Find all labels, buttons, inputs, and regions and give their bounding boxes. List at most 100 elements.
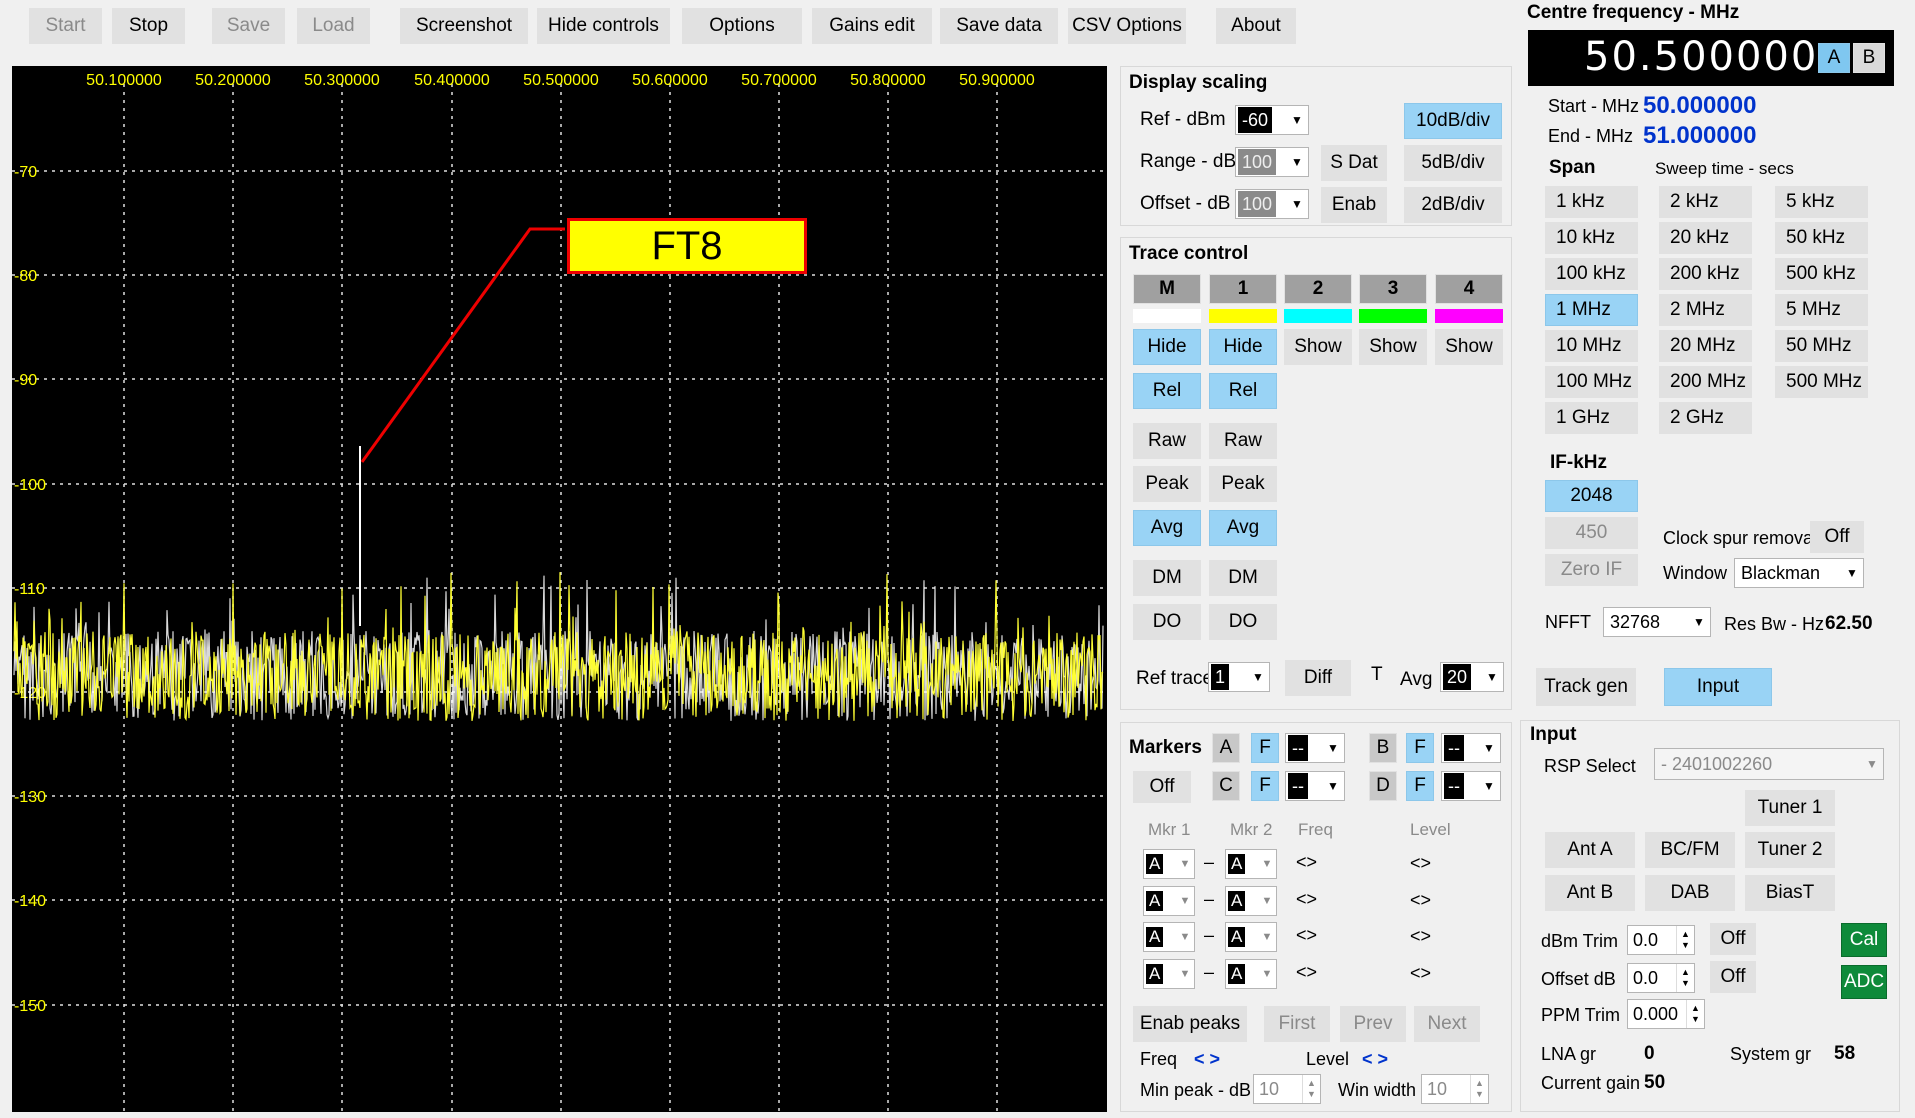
marker-b-select[interactable]: -- ▼ — [1441, 733, 1501, 763]
trace-header-4[interactable]: 4 — [1435, 274, 1503, 304]
stop-button[interactable]: Stop — [112, 8, 185, 44]
span-1-ghz-button[interactable]: 1 GHz — [1545, 402, 1638, 434]
range-db-select[interactable]: 100 ▼ — [1235, 147, 1309, 177]
window-select[interactable]: Blackman ▼ — [1734, 558, 1864, 588]
vfo-b-button[interactable]: B — [1853, 43, 1885, 73]
trace-header-3[interactable]: 3 — [1359, 274, 1427, 304]
marker-a-select[interactable]: -- ▼ — [1285, 733, 1345, 763]
diff-button[interactable]: Diff — [1285, 660, 1351, 696]
trace-m-rel-button[interactable]: Rel — [1133, 373, 1201, 409]
ref-dbm-select[interactable]: -60 ▼ — [1235, 105, 1309, 135]
spin-arrows-icon[interactable]: ▲ ▼ — [1470, 1075, 1488, 1103]
marker-row-0-mkr2-select[interactable]: A ▼ — [1225, 849, 1277, 879]
prev-button[interactable]: Prev — [1340, 1006, 1406, 1042]
ref-trace-select[interactable]: 1 ▼ — [1208, 662, 1270, 692]
about-button[interactable]: About — [1216, 8, 1296, 44]
peak-freq-nav[interactable]: < > — [1194, 1049, 1220, 1070]
if-2048-button[interactable]: 2048 — [1545, 480, 1638, 512]
s-dat-button[interactable]: S Dat — [1321, 145, 1387, 181]
trace-m-avg-button[interactable]: Avg — [1133, 510, 1201, 546]
centre-frequency-value[interactable]: 50.500000 — [1584, 34, 1818, 80]
avg-count-select[interactable]: 20 ▼ — [1440, 662, 1504, 692]
tab-input[interactable]: Input — [1664, 668, 1772, 706]
span-10-mhz-button[interactable]: 10 MHz — [1545, 330, 1638, 362]
biast-button[interactable]: BiasT — [1745, 875, 1835, 911]
marker-d-button[interactable]: D — [1369, 771, 1397, 801]
trace-3-visibility-button[interactable]: Show — [1359, 329, 1427, 365]
span-500-khz-button[interactable]: 500 kHz — [1775, 258, 1868, 290]
if-450-button[interactable]: 450 — [1545, 517, 1638, 549]
span-100-mhz-button[interactable]: 100 MHz — [1545, 366, 1638, 398]
peak-level-nav[interactable]: < > — [1362, 1049, 1388, 1070]
nfft-select[interactable]: 32768 ▼ — [1603, 607, 1711, 637]
trace-1-dm-button[interactable]: DM — [1209, 560, 1277, 596]
win-width-input[interactable]: 10 ▲ ▼ — [1421, 1074, 1489, 1104]
5db-div-button[interactable]: 5dB/div — [1404, 145, 1502, 181]
marker-row-3-mkr2-select[interactable]: A ▼ — [1225, 959, 1277, 989]
marker-row-0-mkr1-select[interactable]: A ▼ — [1143, 849, 1195, 879]
trace-m-peak-button[interactable]: Peak — [1133, 466, 1201, 502]
span-10-khz-button[interactable]: 10 kHz — [1545, 222, 1638, 254]
trace-m-dm-button[interactable]: DM — [1133, 560, 1201, 596]
10db-div-button[interactable]: 10dB/div — [1404, 103, 1502, 139]
span-5-mhz-button[interactable]: 5 MHz — [1775, 294, 1868, 326]
zero-if-button[interactable]: Zero IF — [1545, 554, 1638, 586]
adc-button[interactable]: ADC — [1841, 965, 1887, 999]
trace-1-rel-button[interactable]: Rel — [1209, 373, 1277, 409]
marker-row-2-mkr1-select[interactable]: A ▼ — [1143, 922, 1195, 952]
ant-b-button[interactable]: Ant B — [1545, 875, 1635, 911]
spin-arrows-icon[interactable]: ▲ ▼ — [1676, 926, 1694, 954]
span-2-khz-button[interactable]: 2 kHz — [1659, 186, 1752, 218]
markers-off-button[interactable]: Off — [1133, 771, 1191, 803]
trace-header-2[interactable]: 2 — [1284, 274, 1352, 304]
dab-button[interactable]: DAB — [1645, 875, 1735, 911]
ppm-trim-input[interactable]: 0.000 ▲ ▼ — [1627, 999, 1705, 1029]
span-200-mhz-button[interactable]: 200 MHz — [1659, 366, 1752, 398]
marker-b-f-button[interactable]: F — [1406, 733, 1434, 763]
tuner2-button[interactable]: Tuner 2 — [1745, 832, 1835, 868]
marker-c-f-button[interactable]: F — [1251, 771, 1279, 801]
hide-controls-button[interactable]: Hide controls — [537, 8, 670, 44]
span-500-mhz-button[interactable]: 500 MHz — [1775, 366, 1868, 398]
dbm-trim-off-button[interactable]: Off — [1710, 923, 1756, 955]
trace-header-1[interactable]: 1 — [1209, 274, 1277, 304]
tuner1-button[interactable]: Tuner 1 — [1745, 790, 1835, 826]
enab-button[interactable]: Enab — [1321, 187, 1387, 223]
trace-0-visibility-button[interactable]: Hide — [1133, 329, 1201, 365]
2db-div-button[interactable]: 2dB/div — [1404, 187, 1502, 223]
trace-1-do-button[interactable]: DO — [1209, 604, 1277, 640]
marker-c-button[interactable]: C — [1212, 771, 1240, 801]
marker-d-select[interactable]: -- ▼ — [1441, 771, 1501, 801]
span-20-mhz-button[interactable]: 20 MHz — [1659, 330, 1752, 362]
trace-header-0[interactable]: M — [1133, 274, 1201, 304]
cal-button[interactable]: Cal — [1841, 923, 1887, 957]
span-1-mhz-button[interactable]: 1 MHz — [1545, 294, 1638, 326]
trace-4-visibility-button[interactable]: Show — [1435, 329, 1503, 365]
span-200-khz-button[interactable]: 200 kHz — [1659, 258, 1752, 290]
tab-track-gen[interactable]: Track gen — [1536, 668, 1636, 706]
span-20-khz-button[interactable]: 20 kHz — [1659, 222, 1752, 254]
marker-row-3-mkr1-select[interactable]: A ▼ — [1143, 959, 1195, 989]
save-button[interactable]: Save — [212, 8, 285, 44]
load-button[interactable]: Load — [297, 8, 370, 44]
span-5-khz-button[interactable]: 5 kHz — [1775, 186, 1868, 218]
options-button[interactable]: Options — [682, 8, 802, 44]
rsp-select[interactable]: - 2401002260 ▼ — [1654, 748, 1884, 780]
spin-arrows-icon[interactable]: ▲ ▼ — [1686, 1000, 1704, 1028]
marker-c-select[interactable]: -- ▼ — [1285, 771, 1345, 801]
marker-row-1-mkr1-select[interactable]: A ▼ — [1143, 886, 1195, 916]
trace-1-visibility-button[interactable]: Hide — [1209, 329, 1277, 365]
end-mhz-value[interactable]: 51.000000 — [1643, 122, 1756, 150]
spectrum-plot[interactable]: 50.100000 50.200000 50.300000 50.400000 50.5… — [12, 66, 1107, 1112]
offset-db-off-button[interactable]: Off — [1710, 961, 1756, 993]
marker-a-button[interactable]: A — [1212, 733, 1240, 763]
spin-arrows-icon[interactable]: ▲ ▼ — [1676, 964, 1694, 992]
marker-row-1-mkr2-select[interactable]: A ▼ — [1225, 886, 1277, 916]
clock-spur-toggle[interactable]: Off — [1810, 521, 1864, 553]
vfo-a-button[interactable]: A — [1818, 43, 1850, 73]
marker-b-button[interactable]: B — [1369, 733, 1397, 763]
span-2-ghz-button[interactable]: 2 GHz — [1659, 402, 1752, 434]
marker-a-f-button[interactable]: F — [1251, 733, 1279, 763]
span-2-mhz-button[interactable]: 2 MHz — [1659, 294, 1752, 326]
bcfm-button[interactable]: BC/FM — [1645, 832, 1735, 868]
